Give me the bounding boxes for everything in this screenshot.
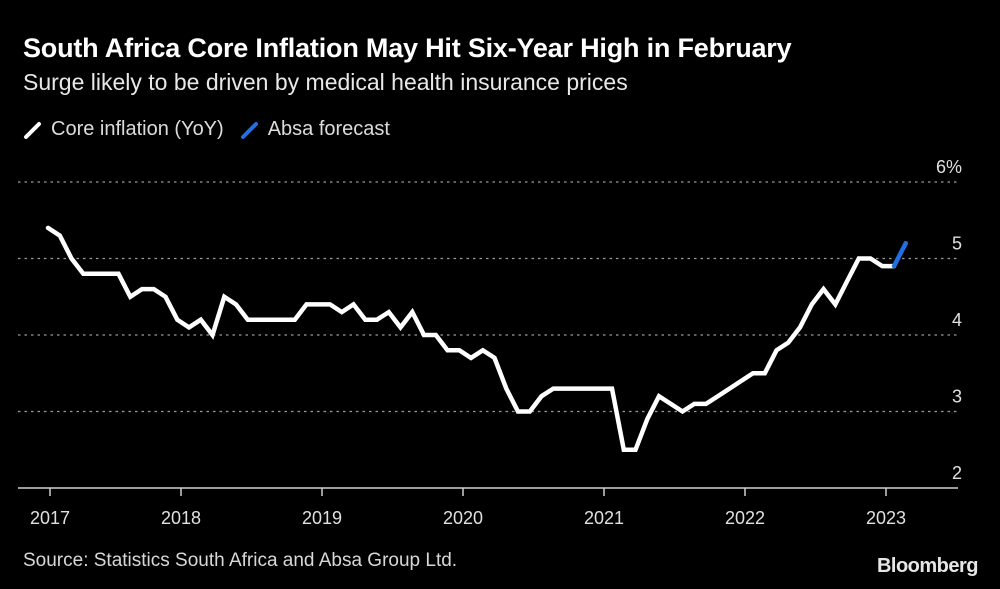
y-tick-label: 2 bbox=[952, 463, 962, 483]
y-tick-label: 4 bbox=[952, 310, 962, 330]
x-tick-label: 2017 bbox=[30, 508, 70, 528]
x-tick-label: 2021 bbox=[584, 508, 624, 528]
legend-item-absa-forecast[interactable]: Absa forecast bbox=[240, 118, 390, 141]
series-absa-forecast-line bbox=[891, 240, 909, 269]
y-tick-label: 5 bbox=[952, 234, 962, 254]
series-lines bbox=[45, 225, 909, 453]
legend-label-absa-forecast: Absa forecast bbox=[267, 118, 390, 140]
y-axis: 6% 5 4 3 2 bbox=[936, 157, 962, 483]
x-tick-label: 2018 bbox=[161, 508, 201, 528]
source-note: Source: Statistics South Africa and Absa… bbox=[23, 550, 458, 571]
gridlines bbox=[18, 181, 958, 413]
x-tick-label: 2023 bbox=[866, 508, 906, 528]
legend-item-core-inflation[interactable]: Core inflation (YoY) bbox=[23, 118, 224, 141]
bloomberg-logo: Bloomberg bbox=[876, 555, 979, 577]
legend: Core inflation (YoY) Absa forecast bbox=[23, 118, 406, 141]
legend-label-core-inflation: Core inflation (YoY) bbox=[51, 118, 224, 140]
x-tick-label: 2020 bbox=[443, 508, 483, 528]
legend-swatch-core-inflation-icon bbox=[24, 121, 41, 139]
series-core-inflation-line bbox=[45, 225, 897, 453]
legend-swatch-absa-forecast-icon bbox=[240, 121, 258, 139]
x-tick-label: 2019 bbox=[302, 508, 342, 528]
y-tick-label: 3 bbox=[952, 387, 962, 407]
x-axis: 2017 2018 2019 2020 2021 2022 2023 bbox=[18, 487, 958, 528]
x-tick-label: 2022 bbox=[725, 508, 765, 528]
y-tick-label: 6% bbox=[936, 157, 962, 177]
chart-title: South Africa Core Inflation May Hit Six-… bbox=[23, 33, 792, 63]
chart-subtitle: Surge likely to be driven by medical hea… bbox=[23, 69, 628, 95]
